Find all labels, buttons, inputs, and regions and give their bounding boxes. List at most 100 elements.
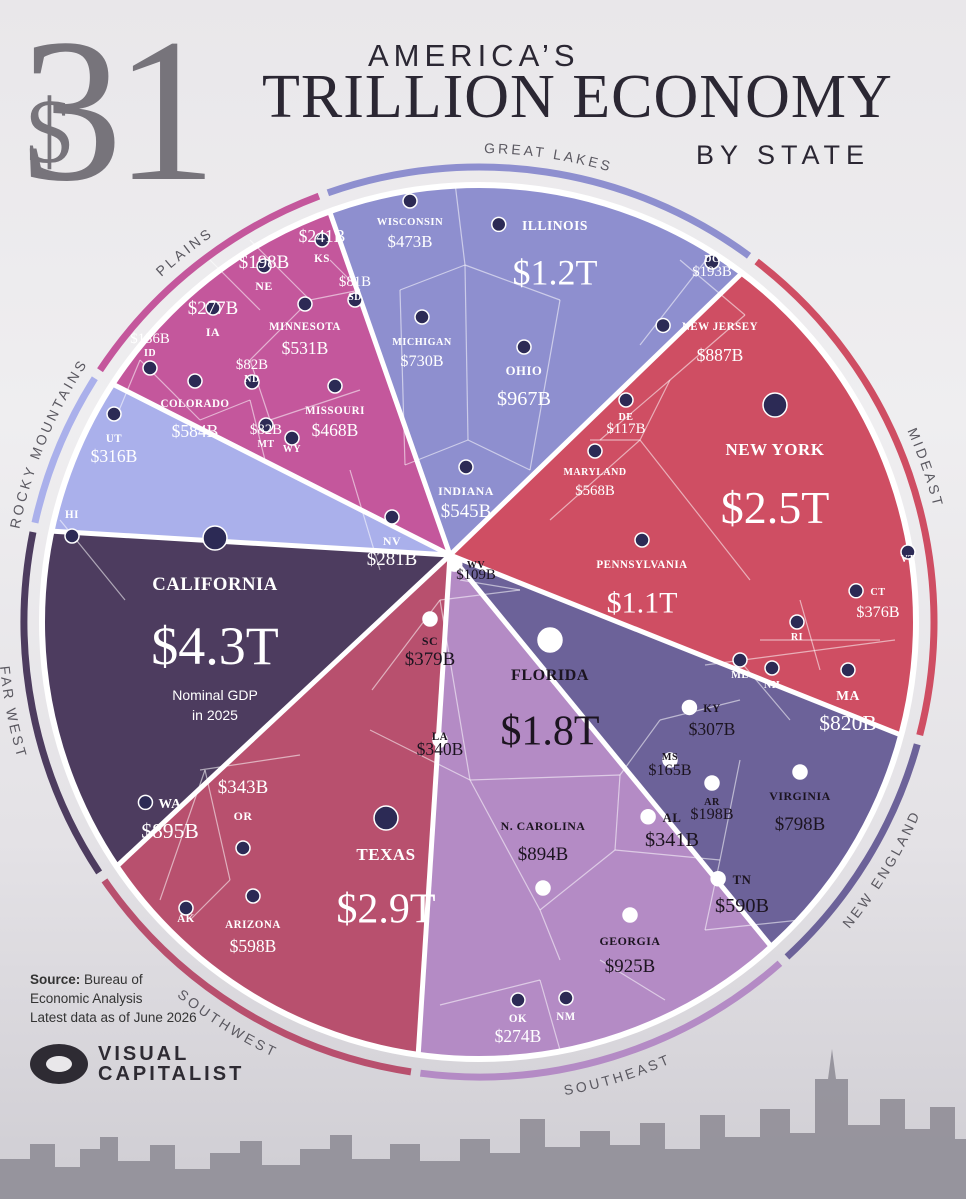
ia-name: IA [206, 325, 220, 339]
ok-seal-icon [510, 992, 526, 1008]
nd-seal-icon [244, 374, 260, 390]
de-name: DE [619, 412, 634, 423]
ia-value: $277B [188, 298, 238, 319]
ky-seal-icon [681, 699, 698, 716]
state-or: OR $343B [218, 777, 268, 856]
hi-seal-icon [64, 528, 80, 544]
florida-seal-icon [537, 627, 563, 653]
visual-capitalist-logo: VISUAL CAPITALIST [30, 1044, 244, 1084]
ok-value: $274B [495, 1026, 542, 1046]
rim-new-england [784, 743, 921, 960]
ma-seal-icon [840, 662, 856, 678]
header-line3: BY STATE [696, 140, 871, 170]
virginia-name: VIRGINIA [769, 789, 830, 803]
separator-southwest [415, 554, 453, 1055]
state-divider-7 [529, 299, 561, 471]
florida-value: $1.8T [500, 709, 599, 755]
state-divider-0 [454, 182, 466, 266]
state-colorado: COLORADO $584B [160, 373, 229, 441]
illinois-name: ILLINOIS [522, 218, 588, 233]
state-wy: WY [283, 430, 301, 455]
me-name: ME [731, 670, 748, 681]
state-ms: MS$165B [648, 752, 691, 779]
state-wa: WA $895B [137, 794, 199, 843]
la-name: LA [432, 731, 448, 743]
state-nm: NM [556, 990, 575, 1023]
vt-name: VT [901, 554, 916, 565]
state-sd: SD $81B [339, 274, 371, 308]
indiana-value: $545B [441, 501, 491, 522]
ri-name: RI [791, 632, 803, 643]
state-divider-27 [659, 699, 741, 721]
de-value: $117B [606, 421, 645, 437]
tn-value: $590B [715, 895, 769, 917]
illinois-value: $1.2T [513, 253, 598, 293]
page-title: TRILLION ECONOMY [262, 63, 893, 131]
state-minnesota: MINNESOTA $531B [269, 296, 340, 358]
mt-value: $82B [250, 422, 282, 438]
ks-name: KS [314, 253, 330, 265]
region-new-england [450, 555, 902, 947]
rim-plains [97, 192, 321, 373]
wisconsin-seal-icon [402, 193, 418, 209]
separator-new-england [449, 552, 903, 738]
state-ok: OK$274B [495, 992, 542, 1046]
pennsylvania-seal-icon [634, 532, 650, 548]
state-divider-26 [619, 719, 661, 776]
id-name: ID [144, 348, 156, 359]
state-divider-25 [469, 774, 621, 781]
ct-value: $376B [856, 603, 899, 621]
nd-value: $82B [236, 357, 268, 373]
state-la: LA$340B [417, 731, 464, 759]
vt-seal-icon [900, 544, 916, 560]
maryland-seal-icon [587, 443, 603, 459]
state-divider-3 [399, 289, 406, 466]
state-divider-6 [467, 439, 531, 471]
source-note: Source: Bureau of Economic Analysis Late… [30, 970, 197, 1027]
state-michigan: MICHIGAN $730B [392, 309, 451, 370]
arizona-seal-icon [245, 888, 261, 904]
source-text2: Economic Analysis [30, 991, 143, 1006]
state-divider-9 [639, 254, 711, 346]
ms-value: $165B [648, 761, 691, 779]
colorado-value: $584B [172, 421, 219, 441]
dc-value: $193B [692, 264, 732, 280]
california-seal-icon [202, 525, 228, 551]
separator-far-west [115, 553, 452, 869]
separator-mideast [448, 271, 744, 557]
or-name: OR [234, 809, 253, 823]
mt-seal-icon [258, 417, 274, 433]
state-divider-11 [669, 314, 746, 381]
ia-seal-icon [205, 300, 221, 316]
nm-name: NM [556, 1011, 575, 1023]
n-carolina-name: N. CAROLINA [501, 819, 586, 833]
state-divider-41 [204, 769, 231, 881]
state-divider-31 [539, 849, 616, 911]
colorado-name: COLORADO [160, 398, 229, 410]
header-dollar-sign: $ [26, 80, 72, 182]
separator-great-lakes [327, 210, 453, 556]
state-indiana: INDIANA $545B [438, 459, 493, 522]
or-seal-icon [235, 840, 251, 856]
state-divider-8 [679, 259, 746, 316]
state-divider-46 [249, 399, 266, 461]
separator-rocky-mountains [51, 528, 451, 558]
rim-rocky-mountains [31, 376, 98, 524]
sc-value: $379B [405, 649, 455, 670]
ks-value: $241B [299, 226, 346, 246]
ut-seal-icon [106, 406, 122, 422]
new-jersey-name: NEW JERSEY [682, 321, 758, 333]
n-carolina-value: $894B [518, 844, 568, 865]
or-value: $343B [218, 777, 268, 798]
state-divider-32 [539, 909, 561, 961]
state-ar: AR$198B [690, 775, 734, 823]
nh-seal-icon [764, 660, 780, 676]
ne-value: $198B [239, 252, 289, 273]
ma-name: MA [836, 688, 860, 703]
ok-name: OK [509, 1013, 527, 1025]
california-value: $4.3T [151, 616, 279, 676]
source-text1: Bureau of [84, 972, 143, 987]
state-n-carolina: N. CAROLINA $894B [501, 819, 586, 896]
source-text3: Latest data as of June 2026 [30, 1010, 197, 1025]
